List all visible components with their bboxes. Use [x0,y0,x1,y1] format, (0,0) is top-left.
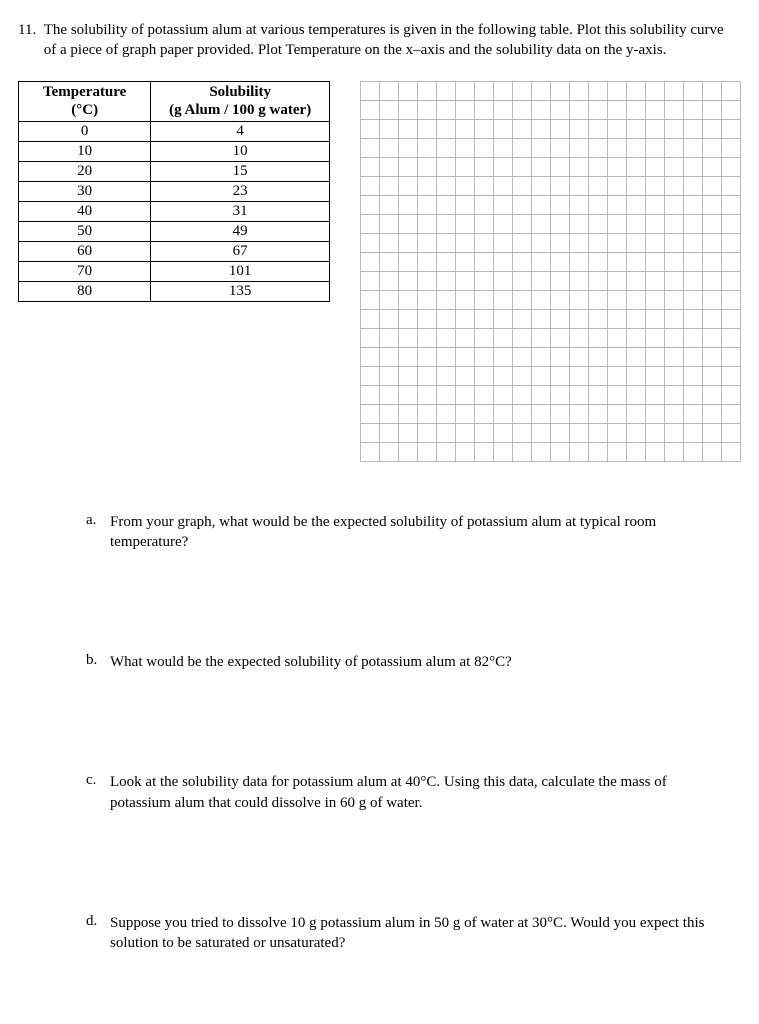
subq-text: What would be the expected solubility of… [110,652,721,672]
subquestion-d: d. Suppose you tried to dissolve 10 g po… [86,913,721,954]
table-row: 70101 [19,262,330,282]
subquestion-a: a. From your graph, what would be the ex… [86,512,721,553]
cell-sol: 15 [151,162,330,182]
cell-temp: 0 [19,122,151,142]
table-and-grid-row: Temperature (°C) Solubility (g Alum / 10… [18,81,741,462]
subq-text: Suppose you tried to dissolve 10 g potas… [110,913,721,954]
cell-sol: 31 [151,202,330,222]
question-text: The solubility of potassium alum at vari… [44,20,724,61]
header-sol-line2: (g Alum / 100 g water) [169,102,311,118]
subq-text: From your graph, what would be the expec… [110,512,721,553]
subq-letter: a. [86,512,110,553]
question-number: 11. [18,20,40,40]
table-row: 2015 [19,162,330,182]
solubility-table: Temperature (°C) Solubility (g Alum / 10… [18,81,330,303]
table-header-temp: Temperature (°C) [19,81,151,122]
cell-sol: 49 [151,222,330,242]
subquestion-b: b. What would be the expected solubility… [86,652,721,672]
table-row: 4031 [19,202,330,222]
cell-temp: 70 [19,262,151,282]
table-header-sol: Solubility (g Alum / 100 g water) [151,81,330,122]
subq-text: Look at the solubility data for potassiu… [110,772,721,813]
cell-sol: 101 [151,262,330,282]
table-row: 04 [19,122,330,142]
cell-sol: 10 [151,142,330,162]
sub-questions: a. From your graph, what would be the ex… [86,512,721,954]
cell-temp: 30 [19,182,151,202]
subq-letter: b. [86,652,110,672]
graph-paper [360,81,741,462]
table-row: 3023 [19,182,330,202]
table-row: 5049 [19,222,330,242]
question-statement: 11. The solubility of potassium alum at … [18,20,741,61]
cell-sol: 67 [151,242,330,262]
cell-temp: 60 [19,242,151,262]
subq-letter: d. [86,913,110,954]
cell-sol: 135 [151,282,330,302]
cell-sol: 4 [151,122,330,142]
table-row: 6067 [19,242,330,262]
cell-temp: 50 [19,222,151,242]
table-row: 1010 [19,142,330,162]
blank-grid-svg [360,81,741,462]
header-sol-line1: Solubility [209,84,271,100]
cell-temp: 40 [19,202,151,222]
subq-letter: c. [86,772,110,813]
header-temp-line1: Temperature [43,84,126,100]
table-row: 80135 [19,282,330,302]
header-temp-line2: (°C) [71,102,98,118]
cell-temp: 20 [19,162,151,182]
table-body: 04 1010 2015 3023 4031 5049 6067 70101 8… [19,122,330,302]
cell-temp: 80 [19,282,151,302]
cell-sol: 23 [151,182,330,202]
subquestion-c: c. Look at the solubility data for potas… [86,772,721,813]
cell-temp: 10 [19,142,151,162]
